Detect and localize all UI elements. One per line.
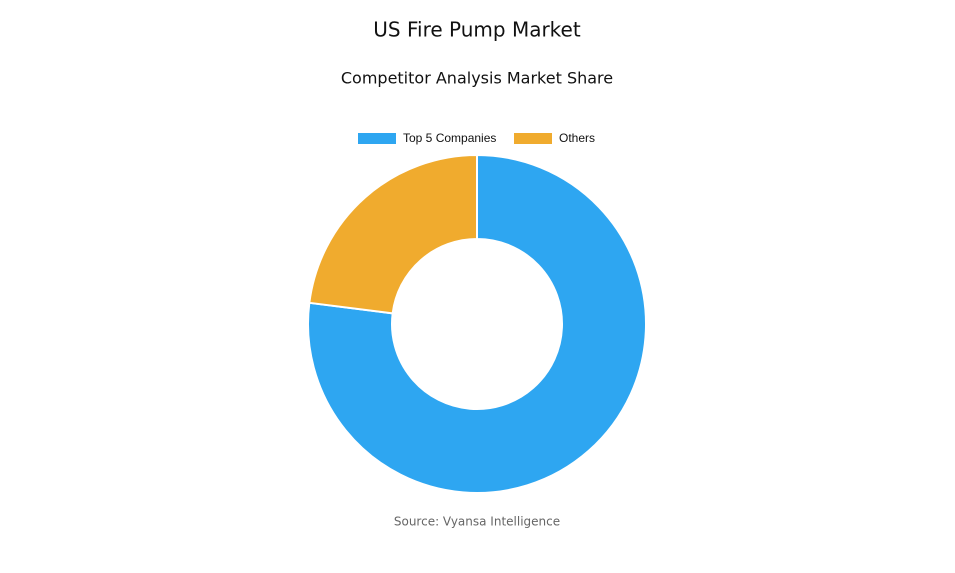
legend-swatch xyxy=(514,133,552,144)
chart-title: US Fire Pump Market xyxy=(373,18,581,42)
legend-label: Top 5 Companies xyxy=(403,131,496,145)
source-note: Source: Vyansa Intelligence xyxy=(394,515,560,529)
chart-subtitle: Competitor Analysis Market Share xyxy=(341,69,613,88)
donut-segment xyxy=(308,153,478,315)
donut-segment xyxy=(307,153,647,494)
legend-label: Others xyxy=(559,131,595,145)
legend-swatch xyxy=(358,133,396,144)
